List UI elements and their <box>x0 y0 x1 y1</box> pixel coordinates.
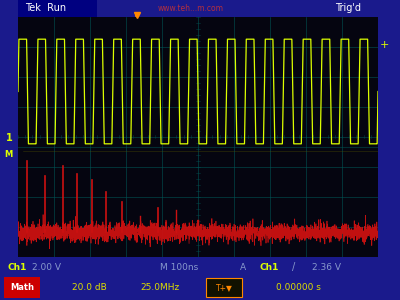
Text: 2.00 V: 2.00 V <box>32 263 61 272</box>
Text: +: + <box>380 40 389 50</box>
FancyBboxPatch shape <box>18 0 97 16</box>
Text: A: A <box>240 263 246 272</box>
Text: 20.0 dB: 20.0 dB <box>72 283 107 292</box>
FancyBboxPatch shape <box>206 278 242 297</box>
Text: T+▼: T+▼ <box>216 283 232 292</box>
Text: M 100ns: M 100ns <box>160 263 198 272</box>
Text: Ch1: Ch1 <box>260 263 279 272</box>
Text: /: / <box>292 262 295 272</box>
Text: 25.0MHz: 25.0MHz <box>140 283 179 292</box>
Text: www.teh...m.com: www.teh...m.com <box>158 4 224 13</box>
Text: 1: 1 <box>6 133 13 143</box>
FancyBboxPatch shape <box>4 278 40 298</box>
Text: Ch1: Ch1 <box>8 263 27 272</box>
Text: Math: Math <box>10 283 34 292</box>
Text: 0.00000 s: 0.00000 s <box>276 283 321 292</box>
Text: M: M <box>4 150 13 159</box>
Text: 2.36 V: 2.36 V <box>312 263 341 272</box>
Text: Tek  Run: Tek Run <box>25 3 66 13</box>
Text: Trig'd: Trig'd <box>335 3 361 13</box>
